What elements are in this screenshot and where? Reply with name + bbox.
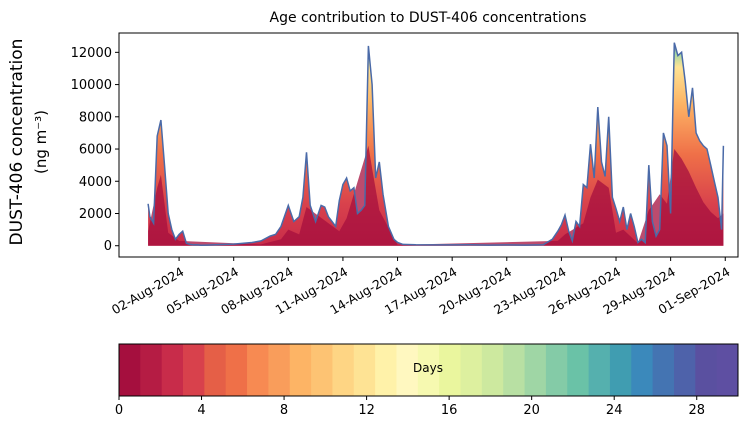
- y-axis-label-line1: DUST-406 concentration: [7, 39, 27, 246]
- colorbar-segment: [311, 344, 333, 396]
- total-concentration-area: [148, 42, 724, 246]
- colorbar-segment: [161, 344, 184, 396]
- y-tick-label: 0: [104, 239, 112, 254]
- colorbar-tick-label: 0: [115, 403, 123, 418]
- y-tick-label: 6000: [79, 143, 112, 158]
- y-tick-label: 4000: [79, 175, 112, 190]
- colorbar-segment: [631, 344, 654, 396]
- colorbar-segment: [609, 344, 632, 396]
- colorbar-segment: [183, 344, 205, 396]
- colorbar-segment: [460, 344, 483, 396]
- colorbar-segment: [652, 344, 675, 396]
- colorbar-segment: [268, 344, 291, 396]
- colorbar-tick-label: 8: [280, 403, 288, 418]
- total-concentration-line: [147, 42, 725, 246]
- colorbar-tick-label: 16: [441, 403, 458, 418]
- colorbar-segment: [140, 344, 163, 396]
- colorbar-tick-label: 4: [197, 403, 205, 418]
- colorbar-segment: [481, 344, 504, 396]
- colorbar-segment: [417, 344, 440, 396]
- colorbar-segment: [695, 344, 718, 396]
- colorbar-label: Days: [413, 361, 443, 375]
- colorbar-segment: [289, 344, 312, 396]
- colorbar-tick-label: 20: [523, 403, 540, 418]
- colorbar-segment: [545, 344, 568, 396]
- y-tick-label: 12000: [71, 46, 112, 61]
- y-axis-label: DUST-406 concentration (ng m⁻³): [7, 39, 50, 246]
- colorbar-segment: [716, 344, 739, 396]
- colorbar-tick-label: 12: [358, 403, 375, 418]
- colorbar-frame: [118, 343, 739, 397]
- fresh-contribution-area: [148, 145, 724, 246]
- y-tick-label: 8000: [79, 110, 112, 125]
- x-axis: 02-Aug-202405-Aug-202408-Aug-202411-Aug-…: [109, 257, 733, 317]
- colorbar-segment: [567, 344, 589, 396]
- colorbar: [118, 343, 739, 397]
- colorbar-segment: [332, 344, 355, 396]
- chart-title: Age contribution to DUST-406 concentrati…: [270, 10, 587, 26]
- colorbar-segment: [503, 344, 525, 396]
- colorbar-segment: [439, 344, 461, 396]
- y-tick-label: 2000: [79, 207, 112, 222]
- plot-area: [118, 32, 739, 258]
- colorbar-segment: [524, 344, 547, 396]
- plot-frame: [118, 32, 739, 258]
- colorbar-segment: [225, 344, 248, 396]
- colorbar-segment: [375, 344, 397, 396]
- colorbar-segment: [353, 344, 376, 396]
- colorbar-segment: [247, 344, 269, 396]
- colorbar-segment: [673, 344, 696, 396]
- y-tick-label: 10000: [71, 78, 112, 93]
- colorbar-segment: [204, 344, 227, 396]
- colorbar-tick-label: 28: [688, 403, 705, 418]
- y-axis-label-line2: (ng m⁻³): [32, 110, 50, 174]
- colorbar-tick-label: 24: [606, 403, 623, 418]
- colorbar-segment: [396, 344, 419, 396]
- y-axis: 0 2000 4000 6000 8000 10000 12000: [71, 46, 119, 254]
- colorbar-segment: [119, 344, 141, 396]
- colorbar-segment: [588, 344, 611, 396]
- colorbar-ticks: 0 4 8 12 16 20 24 28: [115, 396, 705, 418]
